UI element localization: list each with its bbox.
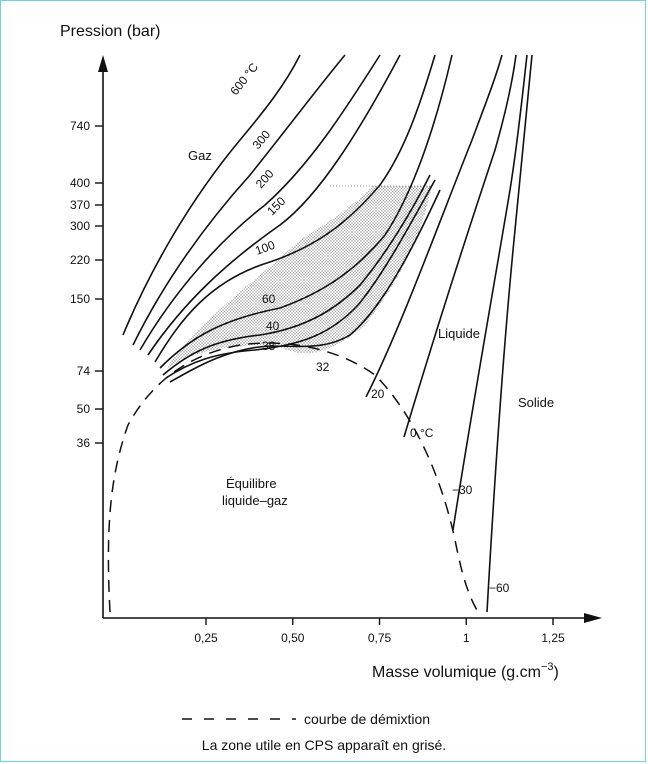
y-tick-label: 36	[77, 436, 91, 450]
isotherm-curve-100	[154, 54, 436, 363]
isotherm-curve-38	[165, 179, 436, 379]
isotherm-label-200: 200	[253, 167, 277, 191]
y-ticks: 740 400 370 300 220 150 74 50 36	[70, 119, 103, 450]
useful-zone-shading	[165, 186, 432, 370]
isotherm-curve-minus30	[452, 54, 528, 531]
y-tick-label: 50	[77, 402, 91, 416]
isotherm-label-0: 0 °C	[410, 426, 434, 440]
x-ticks: 0,25 0,50 0,75 1 1,25	[194, 618, 565, 645]
isotherm-label-32: 32	[316, 360, 330, 374]
isotherm-curve-32	[169, 189, 441, 383]
isotherm-curve-40	[162, 174, 431, 376]
isotherm-curve-300	[132, 54, 346, 346]
x-tick-label: 0,50	[281, 631, 305, 645]
isotherm-label-100: 100	[253, 238, 277, 258]
demixtion-curve	[107, 342, 479, 613]
y-axis-arrow	[98, 55, 108, 72]
x-axis-label-main: Masse volumique (g.cm	[372, 664, 541, 681]
x-tick-label: 1	[463, 631, 470, 645]
x-tick-label: 0,75	[368, 631, 392, 645]
isotherm-curve-minus60	[486, 54, 533, 613]
y-tick-label: 220	[70, 253, 90, 267]
y-tick-label: 400	[70, 176, 90, 190]
isotherm-curve-150	[147, 54, 401, 356]
isotherm-label-38: 38	[262, 339, 276, 353]
y-axis-label: Pression (bar)	[60, 23, 160, 40]
region-label-liquide-gaz: liquide–gaz	[222, 493, 288, 508]
y-tick-label: 150	[70, 292, 90, 306]
isotherm-label-60: 60	[262, 292, 276, 306]
region-label-liquide: Liquide	[438, 326, 480, 341]
isotherm-curve-0	[403, 54, 517, 438]
isotherm-label-minus60: −60	[489, 581, 510, 595]
y-tick-label: 74	[77, 364, 91, 378]
caption-note: La zone utile en CPS apparaît en grisé.	[202, 737, 446, 753]
x-tick-label: 1,25	[541, 631, 565, 645]
x-axis-label: Masse volumique (g.cm−3)	[372, 661, 559, 681]
region-label-solide: Solide	[518, 395, 554, 410]
y-tick-label: 370	[70, 198, 90, 212]
isotherm-label-40: 40	[266, 319, 280, 333]
x-axis-arrow	[584, 613, 602, 623]
y-tick-label: 740	[70, 119, 90, 133]
isotherm-label-minus30: −30	[452, 483, 473, 497]
region-label-equilibre: Équilibre	[226, 476, 277, 491]
isotherm-label-600: 600 °C	[227, 60, 261, 98]
isotherm-curve-20	[365, 54, 503, 398]
isotherm-curve-60	[159, 54, 453, 369]
x-tick-label: 0,25	[194, 631, 218, 645]
isotherm-curve-200	[139, 54, 381, 351]
region-label-gaz: Gaz	[188, 148, 212, 163]
isotherm-label-20: 20	[371, 387, 385, 401]
y-tick-label: 300	[70, 219, 90, 233]
x-axis-label-close: )	[554, 664, 559, 681]
isotherm-label-300: 300	[250, 127, 274, 152]
legend-demixtion-label: courbe de démixtion	[304, 711, 430, 727]
isotherm-label-150: 150	[264, 194, 288, 218]
x-axis-label-exponent: −3	[541, 661, 554, 673]
isotherm-curve-600	[122, 54, 301, 336]
